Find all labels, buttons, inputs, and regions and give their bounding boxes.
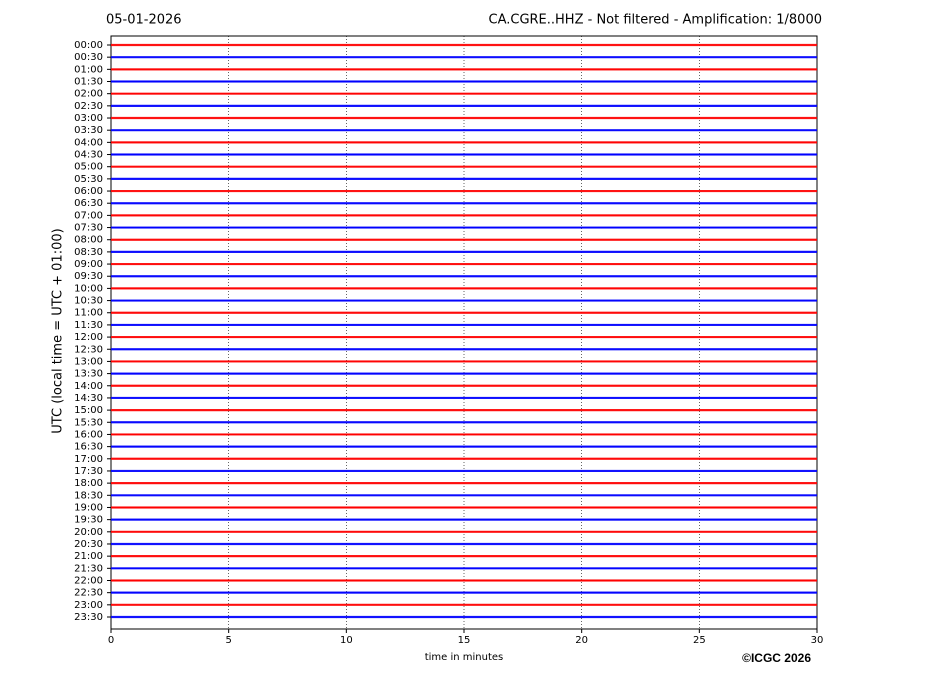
y-tick-label: 23:00 <box>74 600 103 611</box>
y-tick-label: 07:00 <box>74 210 103 221</box>
y-tick-label: 13:30 <box>74 369 103 380</box>
y-tick-label: 09:30 <box>74 271 103 282</box>
y-tick-label: 05:00 <box>74 162 103 173</box>
y-tick-label: 10:00 <box>74 283 103 294</box>
x-tick-label: 0 <box>108 635 114 646</box>
x-tick-label: 15 <box>458 635 471 646</box>
y-tick-label: 02:30 <box>74 101 103 112</box>
y-tick-label: 10:30 <box>74 296 103 307</box>
y-tick-label: 01:00 <box>74 64 103 75</box>
y-tick-label: 19:30 <box>74 515 103 526</box>
x-axis-label: time in minutes <box>425 652 504 663</box>
y-tick-label: 03:00 <box>74 113 103 124</box>
y-tick-label: 04:30 <box>74 150 103 161</box>
y-tick-label: 14:00 <box>74 381 103 392</box>
y-tick-label: 08:30 <box>74 247 103 258</box>
y-tick-label: 00:30 <box>74 52 103 63</box>
x-tick-label: 5 <box>225 635 231 646</box>
y-tick-label: 20:30 <box>74 539 103 550</box>
y-tick-label: 02:00 <box>74 89 103 100</box>
y-tick-label: 09:00 <box>74 259 103 270</box>
y-tick-label: 20:00 <box>74 527 103 538</box>
chart-title: CA.CGRE..HHZ - Not filtered - Amplificat… <box>489 13 823 28</box>
y-tick-label: 11:00 <box>74 308 103 319</box>
y-tick-label: 15:30 <box>74 417 103 428</box>
y-tick-label: 21:30 <box>74 563 103 574</box>
x-tick-label: 30 <box>811 635 824 646</box>
y-tick-label: 11:30 <box>74 320 103 331</box>
y-tick-label: 03:30 <box>74 125 103 136</box>
y-tick-label: 16:00 <box>74 429 103 440</box>
y-tick-label: 23:30 <box>74 612 103 623</box>
y-tick-label: 06:00 <box>74 186 103 197</box>
y-tick-label: 17:30 <box>74 466 103 477</box>
y-tick-label: 22:00 <box>74 575 103 586</box>
y-tick-label: 04:00 <box>74 137 103 148</box>
y-tick-label: 18:30 <box>74 490 103 501</box>
y-tick-label: 22:30 <box>74 588 103 599</box>
y-tick-label: 07:30 <box>74 223 103 234</box>
y-tick-label: 12:00 <box>74 332 103 343</box>
y-tick-label: 12:30 <box>74 344 103 355</box>
y-tick-label: 14:30 <box>74 393 103 404</box>
date: 05-01-2026 <box>106 13 182 28</box>
y-tick-label: 17:00 <box>74 454 103 465</box>
y-tick-label: 18:00 <box>74 478 103 489</box>
y-tick-label: 01:30 <box>74 77 103 88</box>
y-tick-label: 06:30 <box>74 198 103 209</box>
y-tick-label: 13:00 <box>74 356 103 367</box>
y-tick-label: 19:00 <box>74 502 103 513</box>
y-axis-label: UTC (local time = UTC + 01:00) <box>51 228 66 433</box>
y-tick-label: 15:00 <box>74 405 103 416</box>
x-tick-label: 20 <box>575 635 588 646</box>
y-tick-label: 08:00 <box>74 235 103 246</box>
copyright: ©ICGC 2026 <box>742 651 811 665</box>
x-tick-label: 25 <box>693 635 706 646</box>
y-tick-label: 05:30 <box>74 174 103 185</box>
x-tick-label: 10 <box>340 635 353 646</box>
y-tick-label: 16:30 <box>74 442 103 453</box>
y-tick-label: 00:00 <box>74 40 103 51</box>
y-tick-label: 21:00 <box>74 551 103 562</box>
